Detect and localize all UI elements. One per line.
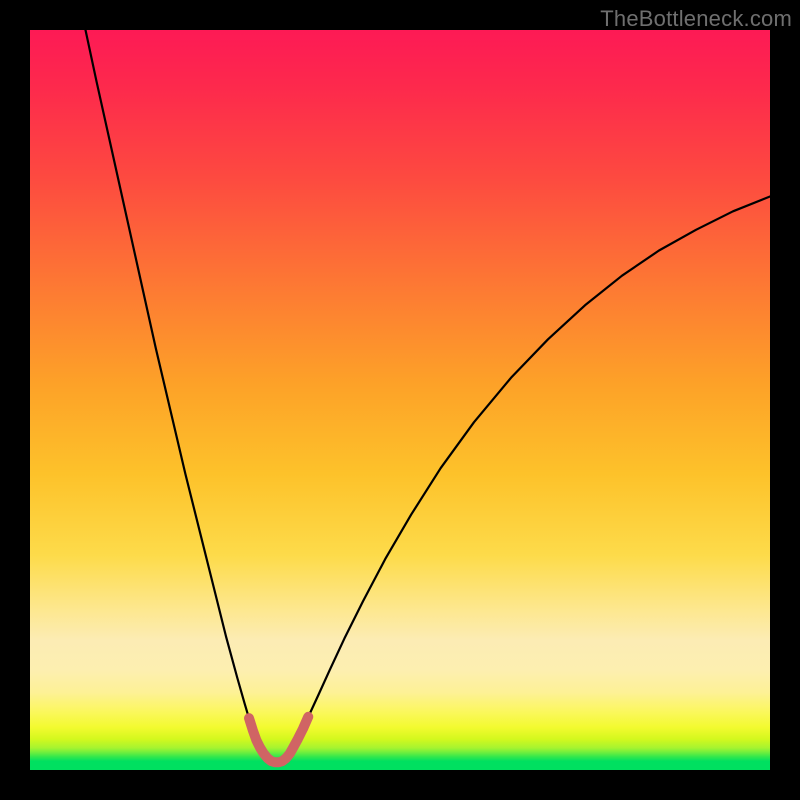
plot-area <box>30 30 770 770</box>
bottleneck-curve <box>30 30 770 770</box>
watermark-text: TheBottleneck.com <box>600 6 792 32</box>
